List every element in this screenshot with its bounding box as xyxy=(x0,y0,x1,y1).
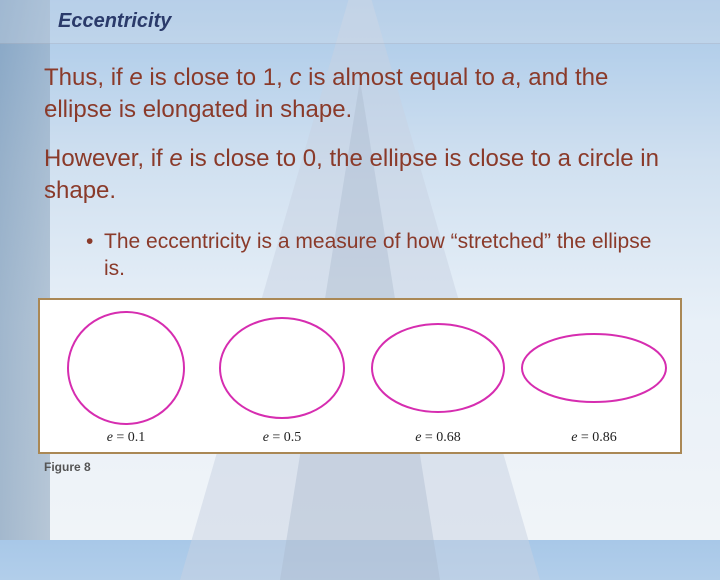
p2-var-e: e xyxy=(169,145,182,172)
ellipse-label: e = 0.68 xyxy=(415,430,461,446)
p1-text: Thus, if xyxy=(44,64,129,91)
ellipse-shape xyxy=(368,308,508,428)
ellipse-cell: e = 0.68 xyxy=(360,308,516,446)
slide-body: Thus, if e is close to 1, c is almost eq… xyxy=(0,44,720,282)
figure-caption: Figure 8 xyxy=(0,454,720,474)
ellipse-cell: e = 0.5 xyxy=(204,308,360,446)
ellipse-row: e = 0.1 e = 0.5 e = 0.68 e = 0.86 xyxy=(44,306,676,448)
ellipse-label: e = 0.1 xyxy=(107,430,146,446)
ellipse-shape xyxy=(64,308,188,428)
ellipse-label: e = 0.5 xyxy=(263,430,302,446)
ellipse-cell: e = 0.1 xyxy=(48,308,204,446)
ellipse-label: e = 0.86 xyxy=(571,430,617,446)
p1-var-a: a xyxy=(502,64,515,91)
p1-var-e: e xyxy=(129,64,142,91)
figure-panel: e = 0.1 e = 0.5 e = 0.68 e = 0.86 xyxy=(38,298,682,454)
ellipse-shape xyxy=(518,308,670,428)
ellipse-cell: e = 0.86 xyxy=(516,308,672,446)
slide-header: Eccentricity xyxy=(0,0,720,44)
p1-text2: is close to 1, xyxy=(143,64,290,91)
paragraph-2: However, if e is close to 0, the ellipse… xyxy=(44,143,676,208)
p2-text: However, if xyxy=(44,145,169,172)
bullet-1: The eccentricity is a measure of how “st… xyxy=(86,228,676,283)
slide-title: Eccentricity xyxy=(58,10,720,33)
p1-text3: is almost equal to xyxy=(301,64,501,91)
paragraph-1: Thus, if e is close to 1, c is almost eq… xyxy=(44,62,676,127)
ellipse-shape xyxy=(216,308,348,428)
p1-var-c: c xyxy=(289,64,301,91)
